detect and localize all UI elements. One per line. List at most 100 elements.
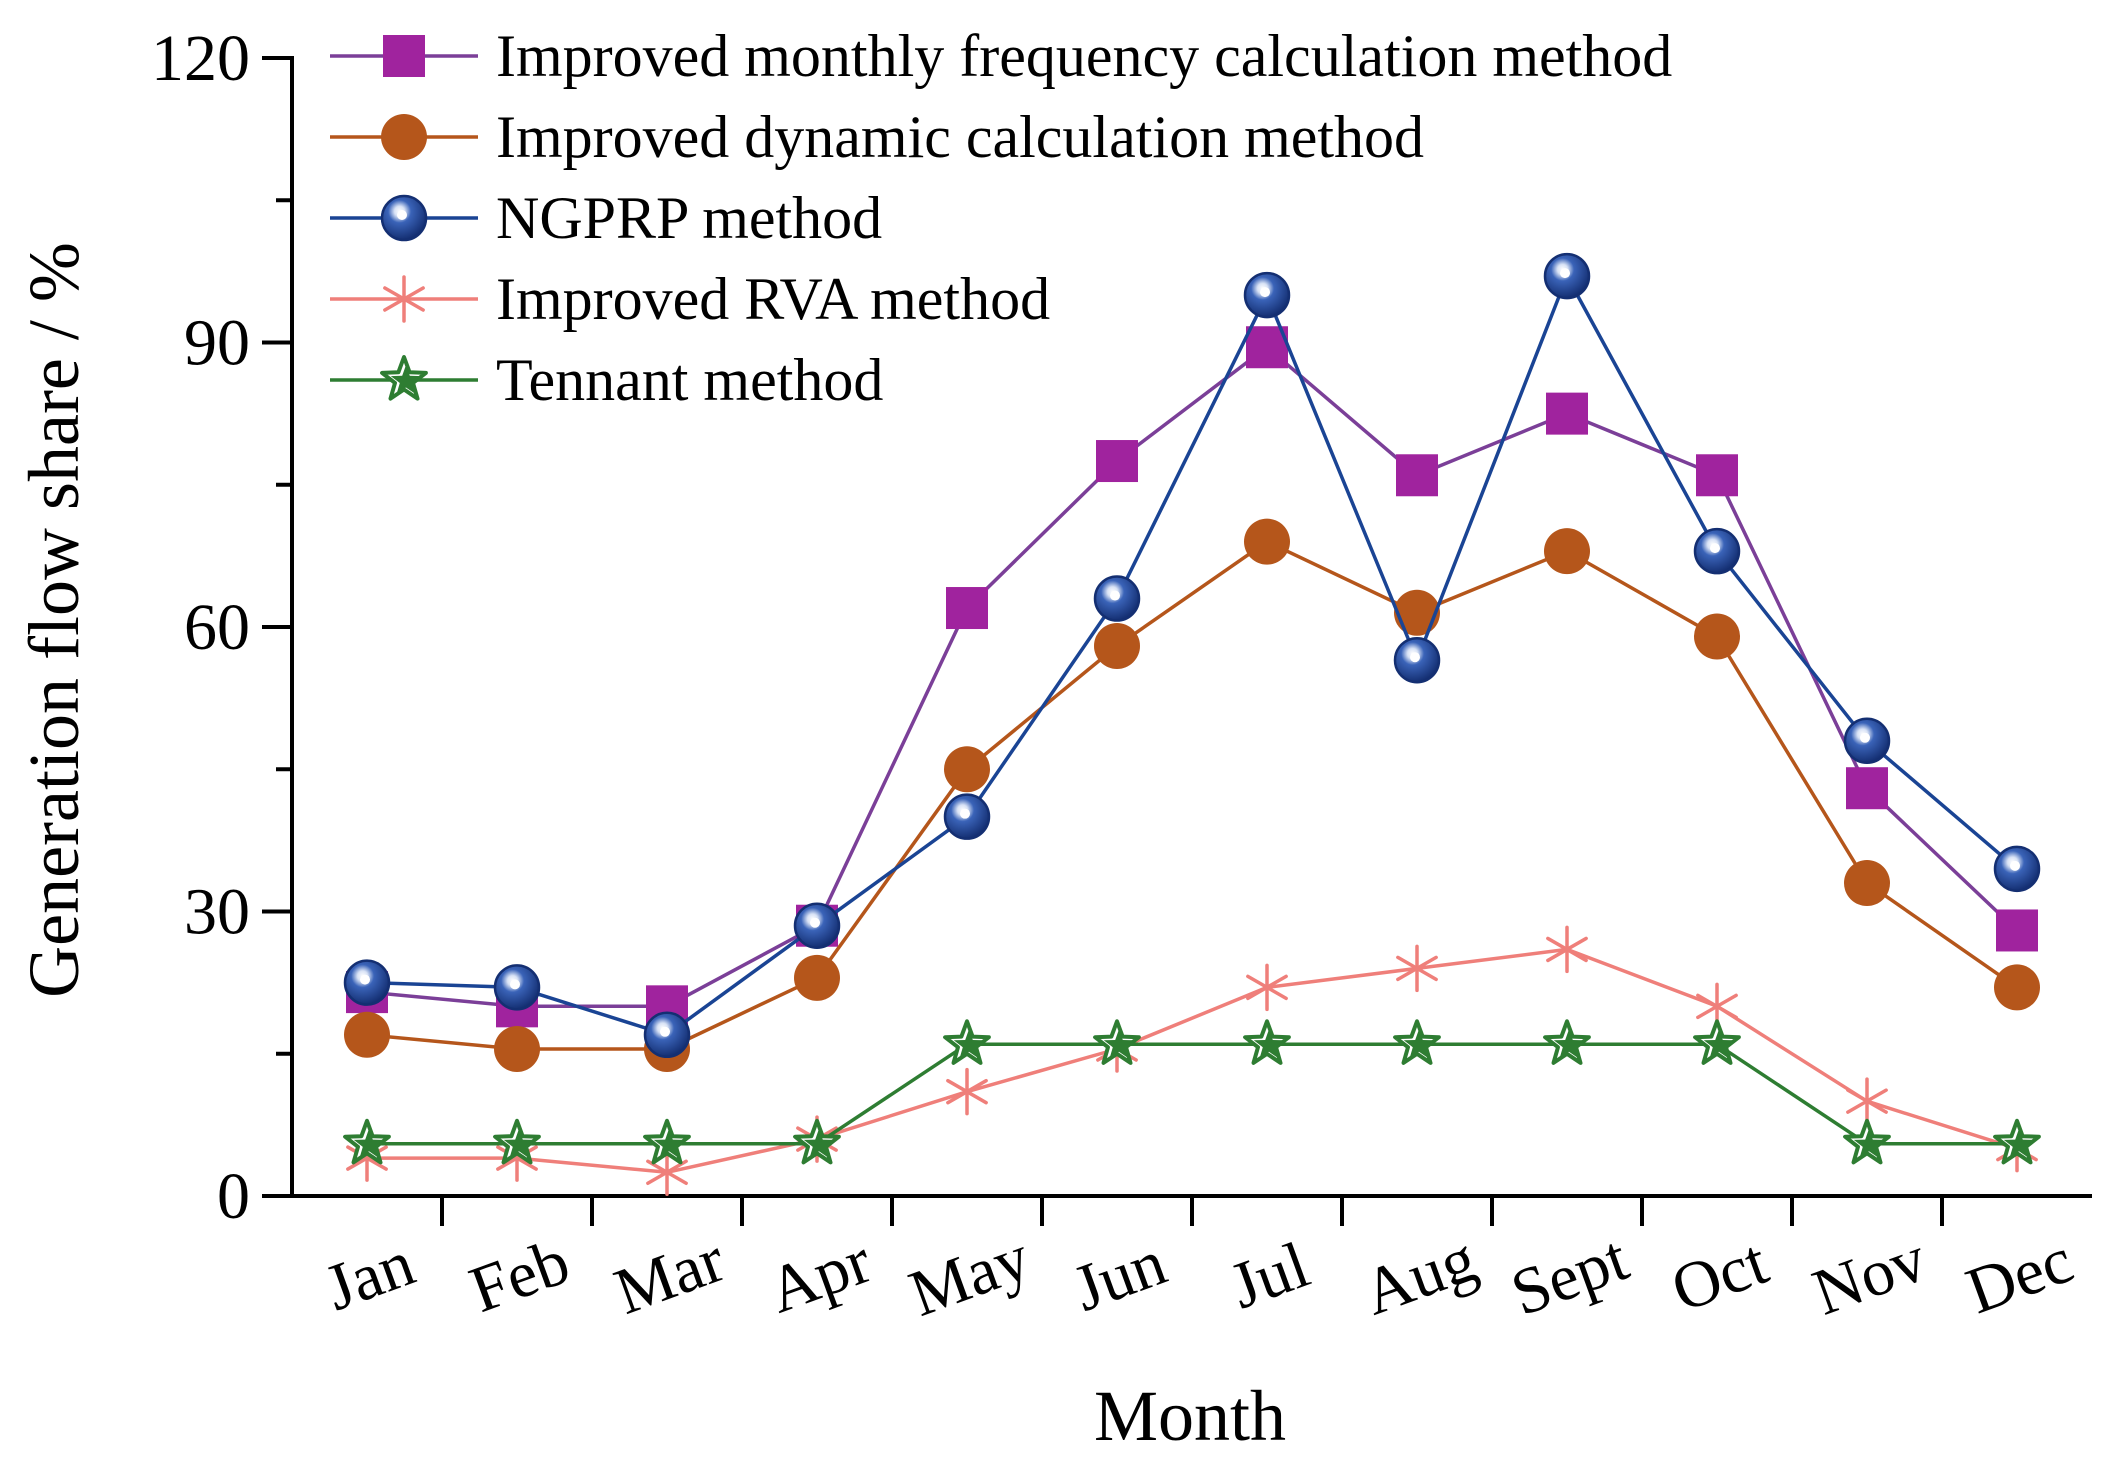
star-fill [1103, 1029, 1135, 1059]
x-tick-label: May [900, 1221, 1039, 1331]
legend-marker [383, 35, 425, 77]
circle-marker [1244, 518, 1290, 565]
x-axis-title: Month [1094, 1376, 1286, 1456]
sphere-highlight [810, 917, 820, 928]
data-point [1544, 528, 1590, 575]
data-point [343, 959, 391, 1006]
x-tick-label: Nov [1804, 1222, 1936, 1329]
data-point [1546, 392, 1588, 435]
sphere-highlight [1410, 652, 1420, 663]
circle-marker [1994, 964, 2040, 1011]
asterisk-stroke [1396, 955, 1438, 982]
legend-marker [383, 275, 425, 323]
asterisk-stroke [346, 1145, 388, 1171]
x-tick-label: Feb [461, 1225, 579, 1327]
sphere-highlight [1260, 287, 1270, 298]
sphere-highlight [1110, 590, 1120, 601]
legend-label: Improved RVA method [496, 266, 1050, 332]
data-point [1096, 440, 1138, 483]
sphere-highlight [660, 1026, 670, 1037]
sphere-highlight [960, 808, 970, 819]
data-point [1093, 575, 1141, 622]
data-point [1844, 860, 1890, 907]
data-point [1393, 636, 1441, 684]
data-point [1393, 1019, 1441, 1065]
data-point [646, 1148, 688, 1197]
square-marker [1096, 440, 1138, 483]
asterisk-stroke [496, 1145, 538, 1171]
circle-marker [944, 746, 990, 793]
asterisk-stroke [383, 286, 425, 312]
data-point [946, 587, 988, 630]
data-point [1543, 1019, 1591, 1065]
x-tick-label: Sept [1502, 1221, 1637, 1330]
sphere-highlight [1560, 268, 1570, 279]
star-fill [2003, 1128, 2035, 1158]
square-marker [1396, 454, 1438, 497]
circle-marker [344, 1011, 390, 1058]
data-point [1696, 454, 1738, 497]
series-line [366, 345, 2019, 1009]
data-point [1243, 271, 1291, 319]
circle-marker [1694, 613, 1740, 660]
data-point [1093, 1019, 1141, 1065]
legend-item: Improved dynamic calculation method [330, 104, 1424, 170]
data-point [1846, 767, 1888, 810]
star-fill [653, 1128, 685, 1158]
series-1 [346, 326, 2038, 1028]
data-point [1244, 518, 1290, 565]
y-tick-label: 120 [151, 22, 250, 95]
data-point [943, 1019, 991, 1065]
data-point [943, 793, 991, 840]
data-point [1693, 1019, 1741, 1065]
x-tick-label: Jul [1221, 1228, 1318, 1323]
series-line [367, 1042, 2017, 1146]
square-marker [1846, 767, 1888, 810]
y-tick-label: 30 [184, 876, 250, 949]
data-point [1243, 1019, 1291, 1065]
data-point [1094, 622, 1140, 669]
series-3 [343, 252, 2041, 1059]
star-fill [953, 1029, 985, 1059]
square-marker [946, 587, 988, 630]
star-fill [803, 1128, 835, 1158]
circle-marker [381, 114, 427, 160]
asterisk-stroke [1546, 936, 1588, 963]
data-point [344, 1011, 390, 1058]
legend-marker [380, 194, 428, 242]
data-point [1843, 1118, 1891, 1165]
data-point [1994, 964, 2040, 1011]
data-point [1694, 613, 1740, 660]
sphere-highlight [360, 974, 370, 985]
circle-marker [1094, 622, 1140, 669]
circle-marker [1544, 528, 1590, 575]
legend-item: Improved monthly frequency calculation m… [330, 23, 1672, 89]
data-point [1693, 527, 1741, 575]
asterisk-stroke [946, 1078, 988, 1105]
asterisk-stroke [646, 1159, 688, 1186]
circle-marker [1844, 860, 1890, 907]
data-point [643, 1011, 691, 1059]
data-point [946, 1067, 988, 1116]
series-4 [346, 925, 2038, 1197]
series-line [366, 539, 2018, 1051]
x-tick-label: Dec [1957, 1223, 2082, 1328]
legend: Improved monthly frequency calculation m… [330, 23, 1672, 413]
legend-label: Tennant method [496, 347, 883, 413]
data-point [493, 1118, 541, 1165]
series-line [367, 947, 2018, 1175]
star-fill [1253, 1029, 1285, 1059]
data-point [1993, 845, 2041, 893]
star-fill [390, 365, 422, 394]
sphere-highlight [1710, 543, 1720, 554]
y-tick-label: 0 [217, 1160, 250, 1233]
sphere-highlight [397, 210, 407, 220]
data-point [343, 1118, 391, 1165]
legend-label: Improved dynamic calculation method [496, 104, 1424, 170]
data-point [1394, 589, 1440, 636]
y-tick-label: 60 [184, 591, 250, 664]
star-fill [1853, 1128, 1885, 1158]
legend-label: NGPRP method [496, 185, 882, 251]
data-point [494, 1026, 540, 1073]
